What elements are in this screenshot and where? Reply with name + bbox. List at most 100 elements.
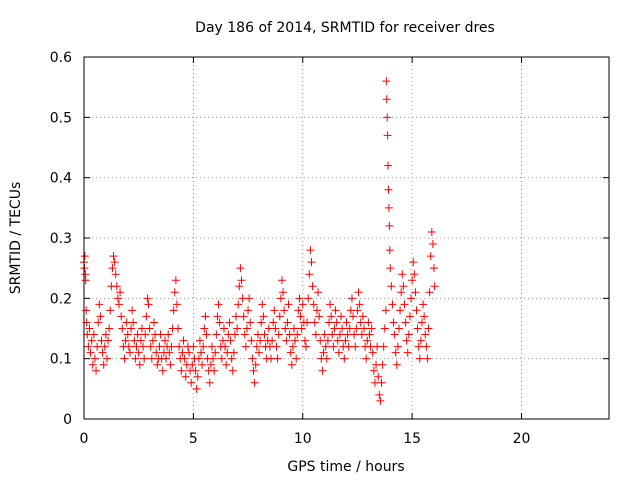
data-point: [409, 258, 418, 267]
data-point: [378, 360, 387, 369]
data-point: [82, 306, 91, 315]
data-point: [179, 336, 188, 345]
y-tick-label: 0: [63, 412, 72, 428]
data-points: [80, 77, 439, 405]
data-point: [417, 318, 426, 327]
data-point: [142, 312, 151, 321]
data-point: [404, 330, 413, 339]
x-tick-label: 5: [189, 431, 198, 447]
data-point: [351, 342, 360, 351]
data-point: [101, 330, 110, 339]
data-point: [398, 270, 407, 279]
data-point: [164, 330, 173, 339]
data-point: [424, 324, 433, 333]
data-point: [386, 264, 395, 273]
data-point: [214, 300, 223, 309]
data-point: [328, 330, 337, 339]
data-point: [292, 354, 301, 363]
data-point: [258, 300, 267, 309]
data-point: [201, 312, 210, 321]
data-point: [125, 348, 134, 357]
data-point: [327, 312, 336, 321]
data-point: [145, 324, 154, 333]
data-point: [304, 294, 313, 303]
data-point: [191, 366, 200, 375]
data-point: [295, 294, 304, 303]
data-point: [210, 366, 219, 375]
data-point: [388, 300, 397, 309]
data-point: [340, 354, 349, 363]
data-point: [220, 324, 228, 333]
data-point: [241, 342, 250, 351]
data-point: [121, 336, 130, 345]
data-point: [217, 354, 226, 363]
data-point: [337, 312, 346, 321]
data-point: [393, 342, 402, 351]
x-tick-label: 10: [294, 431, 312, 447]
data-point: [288, 342, 297, 351]
data-point: [144, 300, 153, 309]
data-point: [375, 390, 384, 399]
data-point: [162, 354, 171, 363]
data-point: [309, 300, 318, 309]
y-axis-label: SRMTID / TECUs: [8, 182, 24, 295]
data-point: [192, 384, 201, 393]
data-point: [314, 288, 323, 297]
data-point: [167, 342, 176, 351]
data-point: [249, 366, 258, 375]
data-point: [389, 318, 398, 327]
data-point: [92, 366, 101, 375]
data-point: [413, 324, 422, 333]
data-point: [89, 330, 98, 339]
data-point: [275, 312, 284, 321]
data-point: [234, 300, 243, 309]
data-point: [405, 312, 414, 321]
data-point: [367, 324, 376, 333]
data-point: [152, 348, 161, 357]
data-point: [139, 342, 148, 351]
data-point: [100, 342, 109, 351]
data-point: [395, 324, 403, 333]
data-point: [414, 342, 423, 351]
data-point: [105, 324, 114, 333]
data-point: [376, 396, 385, 405]
data-point: [403, 348, 412, 357]
data-point: [143, 294, 152, 303]
data-point: [274, 330, 283, 339]
data-point: [419, 300, 428, 309]
data-point: [365, 330, 374, 339]
data-point: [311, 330, 320, 339]
data-point: [104, 336, 113, 345]
data-point: [382, 95, 391, 104]
y-tick-label: 0.1: [50, 352, 72, 368]
data-point: [284, 300, 293, 309]
data-point: [181, 372, 190, 381]
data-point: [227, 354, 236, 363]
data-point: [135, 360, 144, 369]
data-point: [385, 246, 394, 255]
data-point: [352, 324, 361, 333]
data-point: [87, 336, 96, 345]
data-point: [415, 354, 424, 363]
data-point: [252, 342, 261, 351]
data-point: [98, 348, 107, 357]
data-point: [118, 324, 127, 333]
data-point: [384, 161, 393, 170]
y-tick-label: 0.2: [50, 291, 72, 307]
data-point: [296, 312, 305, 321]
data-point: [411, 288, 420, 297]
data-point: [290, 324, 298, 333]
data-point: [95, 300, 104, 309]
x-tick-labels: 0 5 10 15 20: [80, 431, 531, 447]
data-point: [165, 348, 174, 357]
data-point: [300, 336, 309, 345]
data-point: [302, 342, 311, 351]
data-point: [410, 270, 419, 279]
data-point: [271, 324, 280, 333]
data-point: [200, 324, 209, 333]
x-tick-label: 15: [403, 431, 421, 447]
data-point: [141, 330, 150, 339]
data-point: [322, 354, 331, 363]
data-point: [381, 306, 390, 315]
data-point: [355, 300, 364, 309]
